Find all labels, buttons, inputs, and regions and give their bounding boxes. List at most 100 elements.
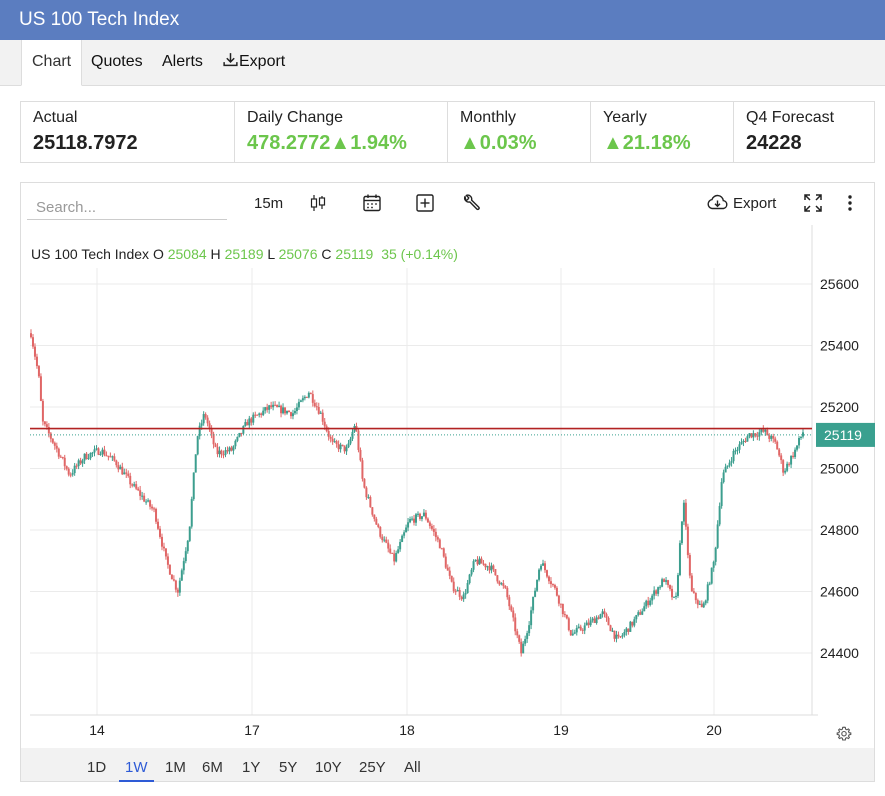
range-1m[interactable]: 1M xyxy=(165,759,186,776)
legend-c-label: C xyxy=(321,246,332,262)
candle-body xyxy=(274,404,277,406)
candle-body xyxy=(268,405,271,410)
tab-export[interactable]: Export xyxy=(222,40,285,86)
stat-value: 478.2772▲1.94% xyxy=(247,132,447,155)
chart-export-button[interactable]: Export xyxy=(706,193,776,217)
candle-body xyxy=(357,430,360,450)
current-price-badge xyxy=(816,422,875,447)
candle-body xyxy=(30,333,32,338)
legend-o-label: O xyxy=(152,246,164,262)
candle-body xyxy=(641,611,644,615)
candle-body xyxy=(506,587,509,598)
candle-body xyxy=(170,574,173,580)
candle-body xyxy=(317,407,320,414)
search-input[interactable] xyxy=(27,196,227,220)
candle-body xyxy=(67,468,70,475)
range-25y[interactable]: 25Y xyxy=(359,759,386,776)
candle-body xyxy=(190,499,193,527)
date-range-button[interactable] xyxy=(362,193,382,217)
candle-body xyxy=(458,590,461,597)
range-1w[interactable]: 1W xyxy=(119,759,154,782)
candle-body xyxy=(609,625,612,632)
candle-body xyxy=(93,449,96,453)
candle-body xyxy=(65,466,68,469)
legend-low: 25076 xyxy=(278,246,318,262)
candle-body xyxy=(377,524,380,527)
candle-body xyxy=(712,561,715,568)
candle-body xyxy=(311,394,314,403)
candle-body xyxy=(262,410,265,416)
candle-body xyxy=(678,543,681,576)
candle-body xyxy=(405,527,408,533)
candle-body xyxy=(413,518,416,523)
candle-body xyxy=(589,620,592,626)
candle-body xyxy=(395,552,398,562)
candle-body xyxy=(131,484,134,486)
fullscreen-button[interactable] xyxy=(803,193,823,217)
candle-body xyxy=(480,558,483,564)
candle-body xyxy=(530,610,533,626)
range-5y[interactable]: 5Y xyxy=(279,759,298,776)
candle-body xyxy=(97,448,100,455)
candle-body xyxy=(45,424,48,427)
range-1y[interactable]: 1Y xyxy=(242,759,261,776)
candle-body xyxy=(619,636,622,638)
daily-change-value: 478.2772 xyxy=(247,132,331,154)
range-6m[interactable]: 6M xyxy=(202,759,223,776)
candle-body xyxy=(216,446,219,455)
candle-body xyxy=(147,500,150,502)
candle-body xyxy=(214,444,217,447)
candle-body xyxy=(101,449,104,455)
range-all[interactable]: All xyxy=(404,759,421,776)
candle-body xyxy=(365,487,368,498)
add-indicator-button[interactable] xyxy=(415,193,435,217)
candle-body xyxy=(786,463,789,471)
candle-body xyxy=(71,473,74,475)
candle-body xyxy=(508,597,511,607)
candle-body xyxy=(744,440,747,442)
more-options-button[interactable] xyxy=(842,193,858,217)
candle-body xyxy=(202,414,205,424)
settings-tool-button[interactable] xyxy=(461,193,481,217)
candle-body xyxy=(649,600,652,606)
candle-body xyxy=(639,612,642,615)
candle-body xyxy=(133,484,136,486)
y-tick-label: 25600 xyxy=(820,276,859,292)
candle-body xyxy=(655,590,658,594)
yearly-value: 21.18% xyxy=(622,132,691,154)
candle-body xyxy=(260,413,263,416)
candle-body xyxy=(593,618,596,624)
stat-label: Monthly xyxy=(460,109,517,126)
candle-body xyxy=(778,449,781,456)
interval-button[interactable]: 15m xyxy=(254,195,284,212)
candle-body xyxy=(768,435,771,439)
range-10y[interactable]: 10Y xyxy=(315,759,342,776)
range-1d[interactable]: 1D xyxy=(87,759,107,776)
tab-bar: Chart Quotes Alerts Export xyxy=(0,40,885,86)
candle-body xyxy=(107,455,110,457)
candle-body xyxy=(706,584,709,601)
chart-overlay: 25119 xyxy=(30,422,875,447)
candle-body xyxy=(738,444,741,450)
candle-body xyxy=(669,585,672,589)
candle-body xyxy=(605,614,608,618)
candle-body xyxy=(526,633,529,639)
tab-alerts[interactable]: Alerts xyxy=(162,53,203,70)
chart-type-button[interactable] xyxy=(309,193,327,217)
chart-settings-button[interactable] xyxy=(836,726,852,747)
candle-body xyxy=(532,596,535,611)
ohlc-legend: US 100 Tech Index O 25084 H 25189 L 2507… xyxy=(31,246,458,262)
monthly-value: 0.03% xyxy=(479,132,537,154)
candle-body xyxy=(452,581,455,592)
candle-body xyxy=(766,429,769,436)
candle-body xyxy=(315,406,318,408)
candle-body xyxy=(792,455,795,457)
candle-body xyxy=(379,526,382,537)
candle-body xyxy=(450,575,453,582)
candle-body xyxy=(790,455,793,465)
candle-body xyxy=(59,456,62,458)
tab-chart[interactable]: Chart xyxy=(21,40,83,86)
legend-close: 25119 xyxy=(335,246,374,262)
tab-quotes[interactable]: Quotes xyxy=(91,53,143,70)
